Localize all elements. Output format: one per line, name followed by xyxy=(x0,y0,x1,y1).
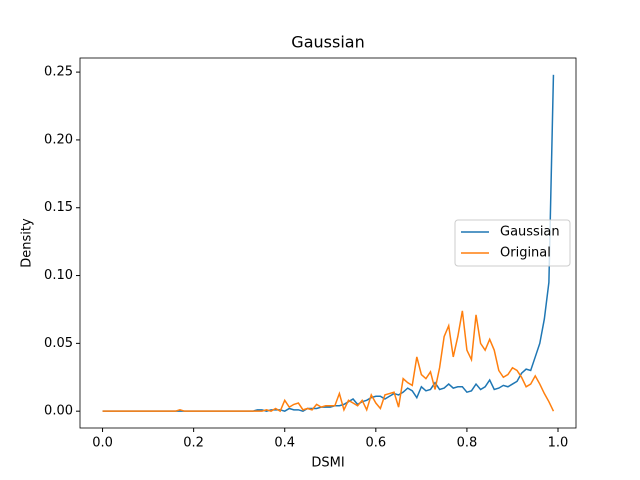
line-series xyxy=(102,310,555,413)
y-tick-label: 0.00 xyxy=(44,404,73,419)
legend-label: Original xyxy=(500,246,551,261)
chart-title: Gaussian xyxy=(291,33,364,52)
x-tick-label: 0.6 xyxy=(365,436,386,451)
x-tick-label: 0.8 xyxy=(457,436,478,451)
axes-frame xyxy=(79,57,577,429)
y-tick-label: 0.25 xyxy=(44,65,73,80)
legend-label: Gaussian xyxy=(500,225,560,240)
x-axis-label: DSMI xyxy=(311,456,344,471)
x-tick-label: 1.0 xyxy=(548,436,569,451)
y-tick-label: 0.20 xyxy=(44,132,73,147)
y-tick-label: 0.15 xyxy=(44,200,73,215)
y-tick-label: 0.05 xyxy=(44,336,73,351)
x-tick-label: 0.0 xyxy=(92,436,113,451)
y-tick-label: 0.10 xyxy=(44,268,73,283)
y-axis-label: Density xyxy=(20,218,35,268)
x-tick-label: 0.4 xyxy=(274,436,295,451)
x-tick-label: 0.2 xyxy=(183,436,204,451)
